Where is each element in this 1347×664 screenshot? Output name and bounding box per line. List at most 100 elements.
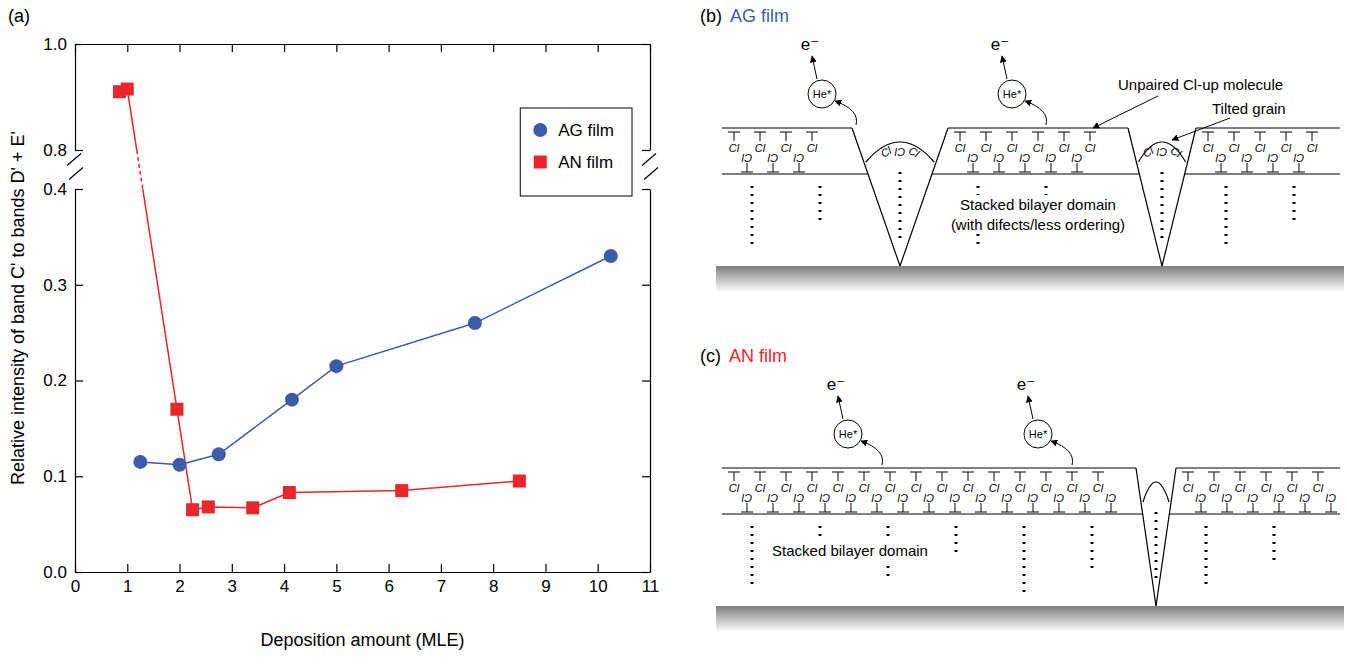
molecule-down: Cl [1325, 492, 1337, 512]
molecule-label: Cl [845, 492, 856, 504]
tick-mark [179, 564, 180, 572]
molecule-label: Cl [767, 152, 778, 164]
molecule-down: Cl [1195, 492, 1207, 512]
molecule-stem [812, 132, 813, 141]
molecule-label: Cl [1195, 492, 1206, 504]
tick-label: 8 [489, 577, 498, 596]
molecule-stem [1214, 472, 1215, 481]
molecule-stem [1253, 503, 1254, 512]
molecule-stem [1305, 503, 1306, 512]
molecule-label: Cl [1085, 142, 1096, 154]
tick-mark [127, 564, 128, 572]
molecule-up: Cl [1260, 472, 1272, 494]
approach-arrow [1025, 101, 1047, 125]
series-line [119, 89, 519, 510]
molecule-stem [1098, 472, 1099, 481]
tick: 0.1 [43, 467, 83, 486]
metastable-atom: He*e⁻ [991, 35, 1047, 125]
molecule-bar [975, 512, 987, 513]
molecule-stem [1033, 503, 1034, 512]
legend-label: AN film [558, 153, 613, 172]
molecule-stem [1188, 472, 1189, 481]
molecule-label: Cl [729, 482, 740, 494]
tick [642, 189, 650, 190]
domain-label: Stacked bilayer domain [960, 196, 1116, 213]
tick-mark [598, 44, 599, 52]
emission-arrow [812, 56, 817, 79]
molecule-label: Cl [741, 492, 752, 504]
tick-mark [493, 564, 494, 572]
data-point [283, 486, 296, 499]
stacking-column [1155, 512, 1158, 582]
molecule-bar [1325, 512, 1337, 513]
molecule-stem [1051, 163, 1052, 172]
molecule-down: Cl [1001, 492, 1013, 512]
panel-title: AG film [730, 6, 789, 26]
tick: 0.3 [43, 276, 83, 295]
molecule-label: Cl [1293, 152, 1304, 164]
tick-mark [336, 564, 337, 572]
molecule-label: Cl [871, 492, 882, 504]
stacking-column [1225, 186, 1228, 249]
molecule-label: Cl [1045, 152, 1056, 164]
tick [493, 44, 494, 52]
tick-mark [232, 44, 233, 52]
molecule-bar [1247, 512, 1259, 513]
molecule-up: Cl [1312, 472, 1324, 494]
molecule-label: Cl [1093, 482, 1104, 494]
molecule-label: Cl [1071, 152, 1082, 164]
annotation: Unpaired Cl-up molecule [1118, 76, 1283, 93]
tick-mark [642, 285, 650, 286]
tick [642, 572, 650, 573]
molecule-bar [949, 512, 961, 513]
axis-line [650, 190, 651, 573]
tick-mark [642, 380, 650, 381]
molecule-stem [851, 503, 852, 512]
panel-label: (c) [700, 346, 721, 366]
molecule-label: Cl [937, 482, 948, 494]
molecule-bar [767, 512, 779, 513]
molecule-label: Cl [1273, 492, 1284, 504]
tick [642, 476, 650, 477]
molecule-bar [1027, 512, 1039, 513]
molecule-down: Cl [819, 492, 831, 512]
data-point [246, 501, 259, 514]
molecule-up: Cl [1182, 472, 1194, 494]
molecule-stem [981, 503, 982, 512]
molecule-bar [793, 512, 805, 513]
legend-marker [533, 123, 547, 137]
groove-side [852, 128, 900, 266]
molecule-up: Cl [858, 472, 870, 494]
figure-svg: 012345678910110.00.10.20.30.40.81.0AG fi… [0, 0, 1347, 664]
molecule-label: Cl [1033, 142, 1044, 154]
molecule-down: Cl [1267, 152, 1279, 172]
molecule-stem [760, 132, 761, 141]
atom-circle [808, 80, 836, 108]
molecule-stem [994, 472, 995, 481]
data-point [513, 475, 526, 488]
molecule-down: Cl [1071, 152, 1083, 172]
molecule-stem [1240, 472, 1241, 481]
tick-mark [179, 44, 180, 52]
tick: 0.4 [43, 180, 83, 199]
molecule-up: Cl [962, 472, 974, 494]
molecule-bar [1195, 512, 1207, 513]
tick: 4 [280, 564, 289, 596]
molecule-row: ClClClClClClClClClClClClClClClClClClClCl… [728, 472, 1117, 512]
annotation-arrow [1172, 118, 1230, 140]
data-point [212, 447, 226, 461]
molecule-down: Cl [1215, 152, 1227, 172]
molecule-up: Cl [1234, 472, 1246, 494]
molecule-label: Cl [1059, 142, 1070, 154]
molecule-label: Cl [879, 144, 894, 160]
molecule-stem [929, 503, 930, 512]
molecule-up: Cl [910, 472, 922, 494]
molecule-label: Cl [963, 482, 974, 494]
series-line-break [119, 150, 519, 189]
atom-circle [998, 80, 1026, 108]
domain-label: (with difects/less ordering) [951, 216, 1125, 233]
tick: 0.2 [43, 371, 83, 390]
molecule-stem [864, 472, 865, 481]
stacking-column [1273, 526, 1276, 565]
stacking-column [751, 186, 754, 249]
